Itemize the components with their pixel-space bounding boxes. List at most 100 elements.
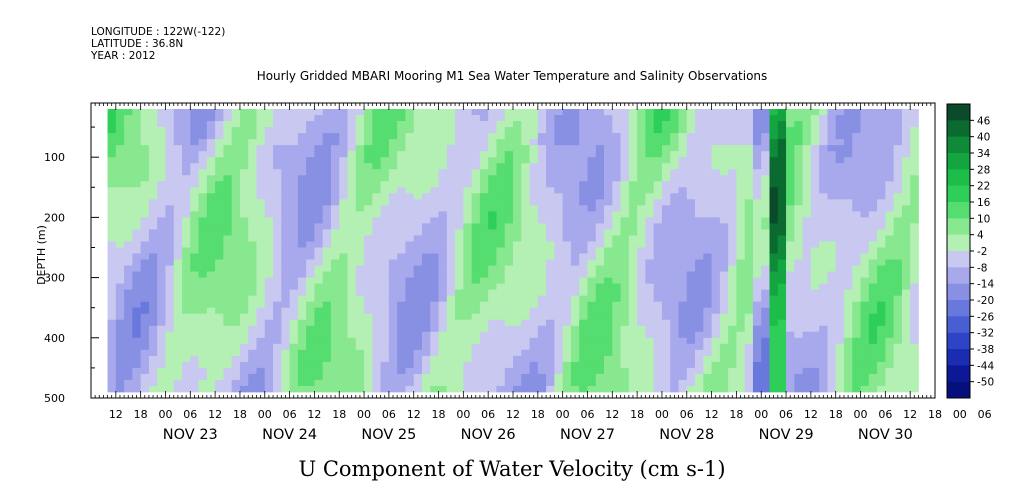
heatmap-cell: [496, 121, 506, 128]
heatmap-cell: [322, 229, 332, 236]
y-tick-label: 500: [44, 392, 65, 405]
heatmap-cell: [306, 307, 315, 315]
heatmap-cell: [719, 373, 729, 381]
heatmap-cell: [761, 379, 770, 387]
heatmap-cell: [587, 337, 597, 345]
heatmap-cell: [546, 289, 555, 297]
heatmap-cell: [744, 211, 754, 218]
heatmap-cell: [107, 157, 117, 164]
heatmap-cell: [678, 181, 688, 188]
heatmap-cell: [686, 169, 696, 176]
heatmap-cell: [653, 175, 663, 182]
heatmap-cell: [430, 157, 439, 164]
heatmap-cell: [877, 253, 886, 260]
heatmap-cell: [794, 187, 803, 194]
heatmap-cell: [289, 139, 299, 146]
heatmap-cell: [761, 271, 770, 278]
heatmap-cell: [728, 247, 737, 254]
heatmap-cell: [330, 349, 340, 357]
heatmap-cell: [719, 205, 729, 212]
heatmap-cell: [885, 367, 895, 375]
heatmap-cell: [819, 229, 828, 236]
heatmap-cell: [148, 109, 158, 116]
heatmap-cell: [562, 205, 572, 212]
heatmap-cell: [330, 379, 340, 387]
heatmap-cell: [752, 367, 762, 375]
heatmap-cell: [273, 337, 282, 345]
heatmap-cell: [405, 241, 415, 248]
heatmap-cell: [901, 181, 911, 188]
heatmap-cell: [140, 325, 150, 333]
heatmap-cell: [355, 193, 365, 200]
heatmap-cell: [835, 325, 845, 333]
heatmap-cell: [901, 145, 911, 152]
heatmap-cell: [239, 355, 249, 363]
heatmap-cell: [430, 259, 439, 266]
heatmap-cell: [140, 235, 150, 242]
heatmap-cell: [314, 121, 324, 128]
heatmap-cell: [612, 385, 621, 393]
heatmap-cell: [256, 307, 266, 315]
heatmap-cell: [215, 133, 224, 140]
heatmap-cell: [132, 331, 142, 339]
heatmap-cell: [612, 349, 621, 357]
heatmap-cell: [860, 283, 870, 291]
heatmap-cell: [438, 337, 448, 345]
heatmap-cell: [802, 325, 812, 333]
heatmap-cell: [289, 133, 299, 140]
heatmap-cell: [289, 259, 299, 266]
heatmap-cell: [215, 199, 224, 206]
heatmap-cell: [421, 343, 431, 351]
heatmap-cell: [438, 277, 448, 285]
heatmap-cell: [752, 115, 762, 122]
heatmap-cell: [513, 343, 522, 351]
heatmap-cell: [364, 331, 373, 339]
heatmap-cell: [380, 385, 390, 393]
heatmap-cell: [653, 337, 663, 345]
heatmap-cell: [761, 355, 770, 363]
heatmap-cell: [628, 187, 638, 194]
heatmap-cell: [835, 259, 845, 266]
heatmap-cell: [455, 193, 464, 200]
heatmap-cell: [852, 187, 861, 194]
heatmap-cell: [868, 139, 878, 146]
heatmap-cell: [281, 289, 290, 297]
heatmap-cell: [910, 133, 919, 140]
heatmap-cell: [645, 127, 655, 134]
heatmap-cell: [182, 283, 191, 291]
heatmap-cell: [695, 349, 704, 357]
heatmap-cell: [421, 145, 431, 152]
heatmap-cell: [339, 349, 348, 357]
heatmap-cell: [901, 373, 911, 381]
heatmap-cell: [728, 337, 737, 345]
heatmap-cell: [231, 355, 241, 363]
heatmap-cell: [587, 343, 597, 351]
heatmap-cell: [678, 373, 688, 381]
heatmap-cell: [124, 247, 133, 254]
heatmap-cell: [239, 169, 249, 176]
heatmap-cell: [347, 163, 357, 170]
heatmap-cell: [819, 187, 828, 194]
heatmap-cell: [703, 307, 712, 315]
heatmap-cell: [496, 205, 506, 212]
heatmap-cell: [719, 193, 729, 200]
heatmap-cell: [496, 193, 506, 200]
heatmap-cell: [132, 115, 142, 122]
heatmap-cell: [430, 265, 439, 272]
heatmap-cell: [761, 145, 770, 152]
heatmap-cell: [455, 283, 464, 291]
heatmap-cell: [355, 331, 365, 339]
heatmap-cell: [355, 247, 365, 254]
heatmap-cell: [744, 199, 754, 206]
heatmap-cell: [711, 271, 721, 278]
heatmap-cell: [786, 211, 795, 218]
heatmap-cell: [339, 307, 348, 315]
heatmap-cell: [860, 319, 870, 327]
heatmap-cell: [273, 157, 282, 164]
heatmap-cell: [695, 289, 704, 297]
heatmap-cell: [819, 247, 828, 254]
heatmap-cell: [554, 259, 564, 266]
heatmap-cell: [860, 163, 870, 170]
heatmap-cell: [579, 109, 588, 116]
heatmap-cell: [521, 109, 530, 116]
